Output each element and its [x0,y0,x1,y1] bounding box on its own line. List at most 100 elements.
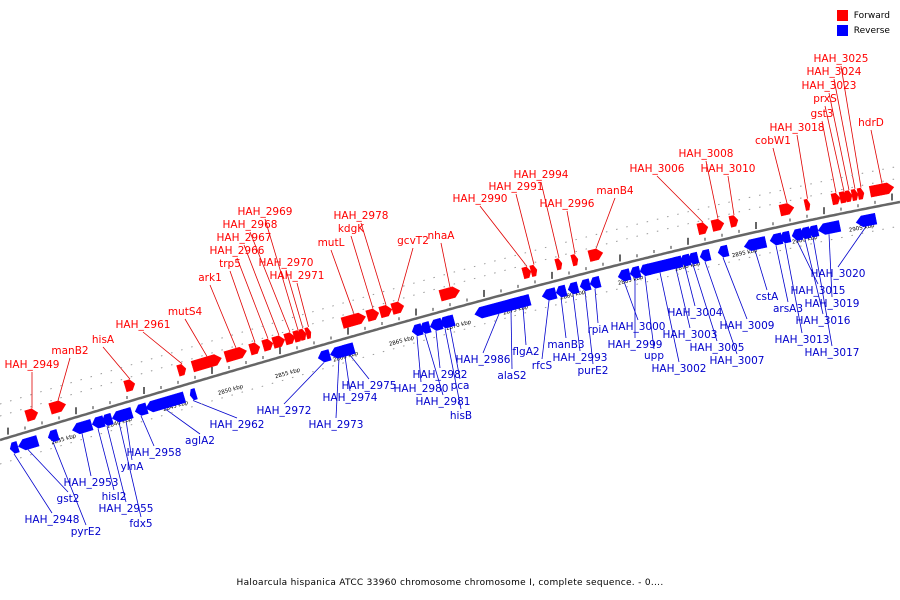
reverse-leader [775,245,789,303]
label-leader-lines [13,65,883,526]
reverse-leader [594,288,599,324]
forward-gene [856,187,865,200]
forward-gene-label: HAH_3006 [630,163,685,175]
reverse-leader [704,261,738,355]
forward-gene-label: kdgK [338,223,365,235]
gene-arrows [9,182,895,454]
reverse-leader [97,428,115,491]
forward-leader [229,270,256,343]
legend-reverse-label: Reverse [853,25,890,36]
forward-gene-label: HAH_2969 [238,206,293,218]
forward-leader [515,193,535,265]
forward-gene [176,363,187,377]
reverse-leader [444,328,462,410]
scale-label: 2895 kbp [731,248,758,260]
reverse-leader [192,400,238,419]
reverse-gene-label: HAH_3000 [611,321,666,333]
forward-gene-label: HAH_3025 [814,53,869,65]
reverse-gene-label: hisI2 [102,491,127,503]
forward-gene-label: HAH_2996 [540,198,595,210]
forward-leader [479,205,528,267]
legend-reverse: Reverse [836,23,890,38]
reverse-leader [435,330,441,369]
forward-gene [190,354,222,373]
forward-gene [868,182,895,198]
reverse-gene-label: HAH_3020 [811,268,866,280]
reverse-gene [119,407,134,421]
reverse-swatch [836,25,848,36]
reverse-gene [345,342,356,355]
map-caption: Haloarcula hispanica ATCC 33960 chromoso… [236,578,664,588]
reverse-gene-label: HAH_3019 [805,298,860,310]
scale-label: 2890 kbp [674,261,701,273]
forward-gene-label: nhaA [428,230,456,242]
reverse-gene-label: HAH_3009 [720,320,775,332]
forward-gene [778,203,795,217]
reverse-gene [855,212,878,228]
forward-gene-label: HAH_3024 [807,66,862,78]
reverse-gene-label: HAH_2993 [553,352,608,364]
backbone-line [0,200,900,442]
reverse-leader [584,291,594,365]
forward-leader [821,120,837,193]
reverse-gene-label: HAH_2955 [99,503,154,515]
reverse-leader [140,415,155,447]
forward-gene [844,190,853,203]
forward-gene-label: cobW1 [755,135,791,147]
forward-gene-label: hisA [92,334,115,346]
reverse-gene-label: ylnA [121,461,145,473]
reverse-leader [27,449,69,493]
reverse-gene [817,220,842,235]
forward-gene-label: manB4 [596,185,634,197]
forward-gene [570,254,579,267]
reverse-gene-label: HAH_3002 [652,363,707,375]
reverse-leader [449,327,461,380]
reverse-leader [416,336,422,383]
forward-leader [828,92,850,191]
scale-label: 2850 kbp [217,384,244,397]
forward-leader [824,105,845,192]
reverse-gene-label: HAH_2973 [309,419,364,431]
reverse-gene [629,265,642,279]
reverse-gene-label: HAH_3013 [775,334,830,346]
reverse-leader [828,234,833,298]
reverse-gene-label: pyrE2 [71,526,102,538]
forward-gene [710,218,725,232]
reverse-gene [669,255,684,269]
reverse-gene [134,402,149,416]
reverse-gene-label: HAH_3015 [791,285,846,297]
reverse-leader [164,408,201,435]
forward-gene-label: gcvT2 [397,235,429,247]
reverse-leader [125,420,133,461]
forward-leader [184,318,208,357]
forward-gene [283,332,296,346]
forward-gene-label: HAH_2970 [259,257,314,269]
forward-gene [340,312,366,329]
forward-gene-label: trp5 [219,258,241,270]
reverse-gene [72,419,94,435]
reverse-gene-label: manB3 [547,339,584,351]
reverse-gene-label: HAH_2980 [394,383,449,395]
reverse-gene-label: gst2 [57,493,80,505]
reverse-leader [541,300,550,360]
forward-gene [223,346,247,363]
forward-gene-label: HAH_2991 [489,181,544,193]
forward-gene [521,266,532,280]
reverse-gene [515,294,532,308]
reverse-gene-label: fdx5 [129,518,152,530]
reverse-gene [101,412,114,426]
reverse-gene [419,321,432,334]
reverse-leader [754,250,768,291]
reverse-gene [699,248,712,262]
forward-gene [24,408,39,422]
reverse-gene-label: HAH_2962 [210,419,265,431]
reverse-leader [81,433,92,477]
forward-leader [595,197,616,249]
reverse-gene-label: cstA [756,291,779,303]
reverse-gene [579,278,592,292]
forward-gene-label: HAH_2961 [116,319,171,331]
reverse-gene-label: rfcS [532,360,553,372]
reverse-leader [283,362,325,405]
reverse-gene-label: HAH_2981 [416,396,471,408]
reverse-gene-label: HAH_3007 [710,355,765,367]
